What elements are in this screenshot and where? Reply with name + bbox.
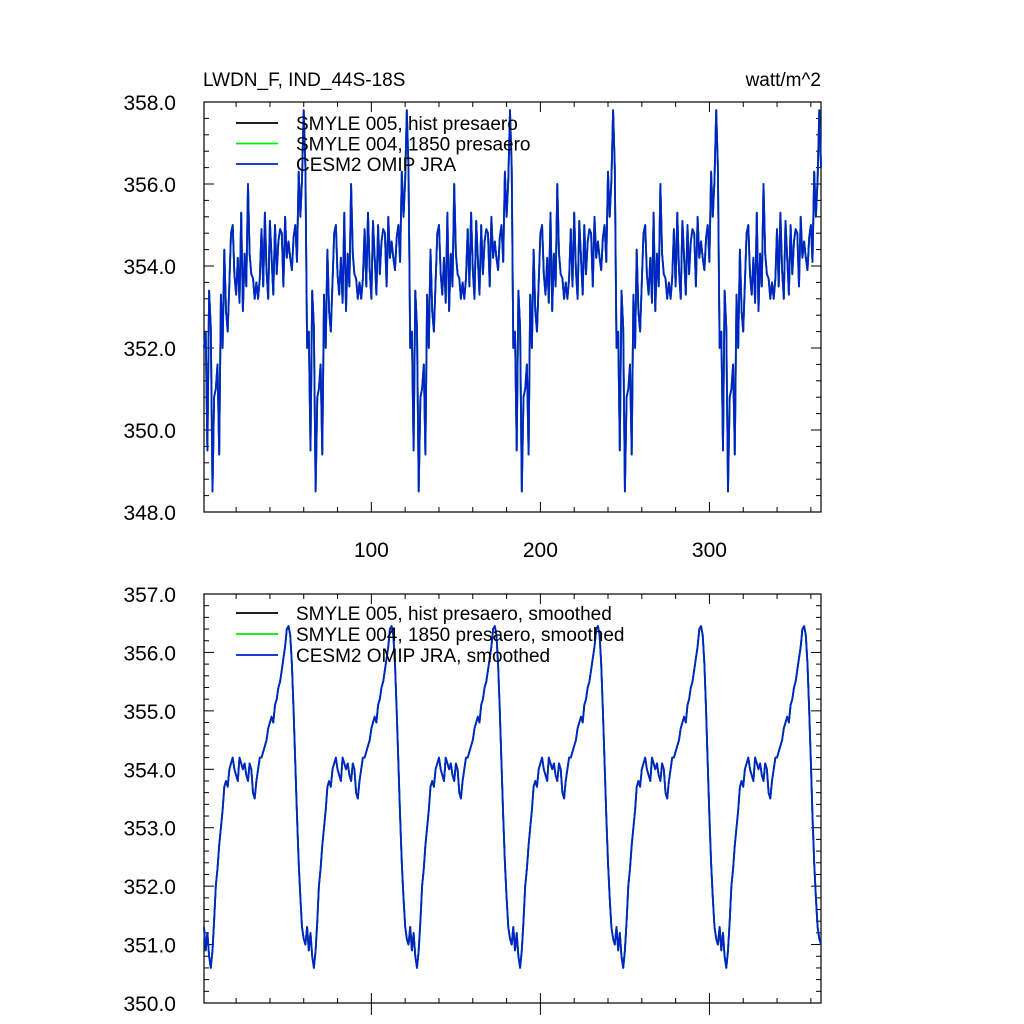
y-tick-label: 348.0 <box>123 502 176 525</box>
y-tick-label: 352.0 <box>123 876 176 899</box>
y-tick-label: 352.0 <box>123 338 176 361</box>
y-tick-label: 357.0 <box>123 584 176 607</box>
bottom-panel: 350.0 351.0 352.0 353.0 354.0 355.0 356.0 357.0… <box>123 584 822 1016</box>
legend-label: SMYLE 004, 1850 presaero <box>296 135 531 156</box>
top-panel: 348.0 350.0 352.0 354.0 356.0 358.0 100 200 300 S… <box>123 92 822 562</box>
y-tick-label: 356.0 <box>123 642 176 665</box>
y-tick-label: 358.0 <box>123 92 176 115</box>
legend-label: SMYLE 005, hist presaero, smoothed <box>296 604 612 625</box>
x-tick-label: 100 <box>354 539 389 562</box>
plot-frame <box>203 593 822 1004</box>
figure-units: watt/m^2 <box>745 70 821 91</box>
legend-label: SMYLE 004, 1850 presaero, smoothed <box>296 625 624 646</box>
figure-title: LWDN_F, IND_44S-18S <box>203 70 405 91</box>
series-line-3 <box>203 625 822 969</box>
series-line-3 <box>203 109 822 493</box>
y-tick-label: 350.0 <box>123 420 176 443</box>
x-tick-label: 300 <box>692 539 727 562</box>
x-tick-label: 200 <box>523 539 558 562</box>
legend-label: CESM2 OMIP JRA <box>296 155 456 176</box>
y-tick-label: 350.0 <box>123 993 176 1016</box>
plot-frame <box>203 101 822 513</box>
y-tick-label: 354.0 <box>123 256 176 279</box>
legend-label: SMYLE 005, hist presaero <box>296 114 518 135</box>
y-tick-label: 355.0 <box>123 701 176 724</box>
y-tick-label: 353.0 <box>123 818 176 841</box>
y-tick-label: 351.0 <box>123 935 176 958</box>
y-tick-label: 354.0 <box>123 759 176 782</box>
legend-label: CESM2 OMIP JRA, smoothed <box>296 646 550 667</box>
y-tick-label: 356.0 <box>123 174 176 197</box>
